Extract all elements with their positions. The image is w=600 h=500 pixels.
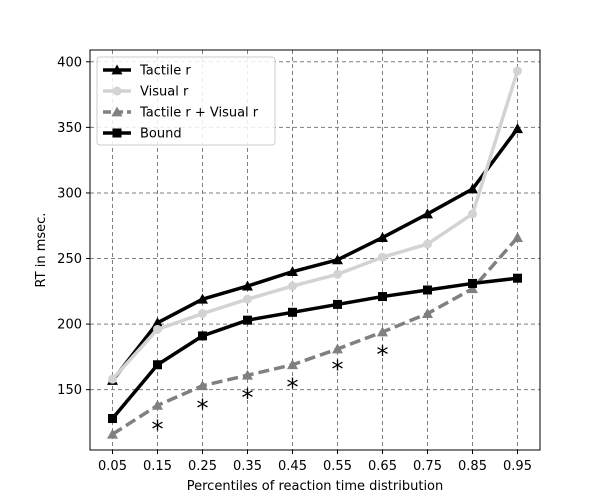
data-point — [423, 239, 432, 249]
significance-marker: * — [152, 416, 164, 444]
data-point — [111, 106, 123, 117]
axis-ticks: 0.05 0.15 0.25 0.35 0.45 0.55 0.65 0.75 0.85 0.95… — [57, 55, 532, 474]
y-tick-label: 350 — [57, 121, 82, 136]
data-point — [378, 252, 387, 262]
legend-label: Tactile r + Visual r — [139, 106, 259, 121]
data-point — [468, 278, 477, 288]
data-point — [467, 183, 478, 194]
data-point — [107, 428, 118, 439]
x-tick-label: 0.65 — [368, 459, 397, 474]
data-point — [198, 331, 207, 341]
data-point — [467, 283, 478, 294]
legend-label: Visual r — [140, 85, 189, 100]
data-point — [288, 281, 297, 291]
legend-item: Bound — [103, 127, 182, 142]
series-lines — [107, 66, 523, 439]
data-point — [152, 399, 163, 410]
x-tick-label: 0.45 — [278, 459, 307, 474]
data-point — [108, 414, 117, 424]
data-point — [378, 292, 387, 302]
data-point — [108, 374, 117, 384]
y-tick-label: 400 — [57, 55, 82, 70]
annotations: * * * * * * — [152, 341, 389, 444]
data-point — [288, 307, 297, 317]
legend-item: Tactile r — [103, 64, 191, 79]
data-point — [198, 309, 207, 319]
data-point — [513, 273, 522, 283]
x-tick-label: 0.25 — [188, 459, 217, 474]
x-tick-label: 0.55 — [323, 459, 352, 474]
data-point — [377, 232, 388, 242]
series-line — [111, 127, 519, 382]
significance-marker: * — [242, 384, 254, 412]
series-bound — [108, 273, 522, 424]
data-point — [243, 315, 252, 325]
data-point — [197, 293, 208, 304]
data-point — [242, 280, 253, 291]
data-point — [152, 317, 163, 328]
y-tick-label: 250 — [57, 252, 82, 267]
series-visual-r — [108, 66, 522, 384]
data-point — [153, 360, 162, 370]
x-tick-label: 0.15 — [143, 459, 172, 474]
data-point — [422, 308, 433, 319]
y-axis-label: RT in msec. — [34, 213, 49, 288]
significance-marker: * — [332, 355, 344, 383]
legend-item: Visual r — [103, 85, 189, 100]
series-tactile-r-visual-r — [107, 232, 523, 439]
x-tick-label: 0.75 — [413, 459, 442, 474]
x-tick-label: 0.95 — [503, 459, 532, 474]
data-point — [197, 380, 208, 391]
legend: Tactile r Visual r Tactile r + Visual r Bou… — [96, 56, 276, 146]
data-point — [112, 86, 122, 96]
data-point — [111, 64, 123, 75]
legend-item: Tactile r + Visual r — [103, 106, 259, 121]
data-point — [153, 324, 162, 334]
data-point — [332, 343, 343, 354]
significance-marker: * — [197, 395, 209, 423]
series-line — [111, 70, 520, 381]
x-tick-label: 0.35 — [233, 459, 262, 474]
data-point — [422, 208, 433, 219]
data-point — [242, 369, 253, 380]
data-point — [332, 254, 343, 265]
data-point — [287, 266, 298, 277]
legend-label: Tactile r — [139, 64, 191, 79]
data-point — [468, 209, 477, 219]
plot-frame — [89, 49, 541, 451]
data-point — [287, 359, 298, 370]
x-tick-label: 0.05 — [98, 459, 127, 474]
data-point — [333, 299, 342, 309]
data-point — [377, 326, 388, 337]
series-line — [111, 276, 518, 420]
data-point — [243, 294, 252, 304]
significance-marker: * — [377, 341, 389, 369]
data-point — [423, 285, 432, 295]
y-tick-label: 300 — [57, 186, 82, 201]
x-axis-label: Percentiles of reaction time distributio… — [187, 479, 444, 494]
legend-label: Bound — [140, 127, 182, 142]
data-point — [513, 66, 522, 76]
series-tactile-r — [107, 123, 523, 385]
data-point — [333, 269, 342, 279]
legend-box — [96, 56, 276, 146]
series-line — [111, 236, 519, 436]
x-tick-label: 0.85 — [458, 459, 487, 474]
significance-marker: * — [287, 374, 299, 402]
y-tick-label: 200 — [57, 318, 82, 333]
y-tick-label: 150 — [57, 383, 82, 398]
data-point — [512, 123, 523, 134]
data-point — [112, 128, 122, 138]
data-point — [512, 232, 523, 242]
